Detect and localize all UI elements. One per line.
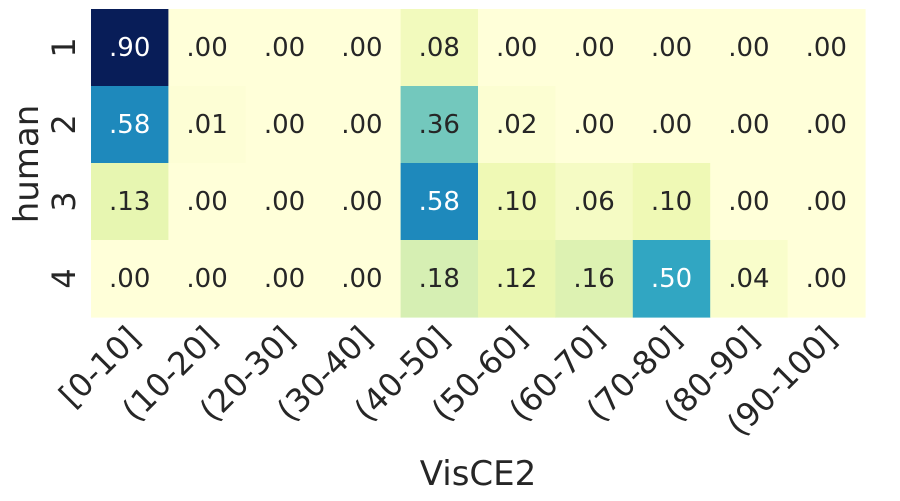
heatmap-cell-label: .00 [728, 187, 769, 217]
heatmap-cell [478, 240, 556, 318]
heatmap-cell-label: .00 [264, 264, 305, 294]
y-tick-label: 4 [45, 268, 83, 288]
heatmap-cell-label: .12 [496, 264, 537, 294]
heatmap-cell [710, 240, 789, 318]
heatmap-cell [168, 9, 247, 87]
heatmap-cell-label: .16 [573, 264, 614, 294]
heatmap-cell-label: .00 [341, 264, 382, 294]
heatmap-cell-label: .06 [573, 187, 614, 217]
x-axis-label: VisCE2 [420, 454, 537, 494]
heatmap-cell [323, 240, 402, 318]
heatmap-cell [245, 9, 324, 87]
heatmap-cell-label: .00 [806, 110, 847, 140]
heatmap-cell [91, 9, 169, 87]
heatmap-cell [245, 86, 324, 164]
heatmap-cell [400, 240, 479, 318]
heatmap-cell-label: .18 [419, 264, 460, 294]
heatmap-cell [555, 240, 634, 318]
heatmap-cell [400, 9, 479, 87]
heatmap-cell-label: .90 [109, 33, 150, 63]
heatmap-cell [323, 163, 402, 241]
heatmap-cell [168, 86, 247, 164]
heatmap-cell-label: .00 [264, 33, 305, 63]
heatmap-cell [632, 86, 711, 164]
heatmap-cell-label: .00 [186, 264, 227, 294]
heatmap-cell [478, 9, 556, 87]
heatmap-cell [400, 86, 479, 164]
heatmap-cell [787, 240, 866, 318]
heatmap-cell [168, 240, 247, 318]
y-tick-label: 1 [45, 37, 83, 57]
heatmap-cell-label: .10 [496, 187, 537, 217]
heatmap-cell [91, 240, 169, 318]
x-tick-labels: [0-10](10-20](20-30](30-40](40-50](50-60… [51, 319, 843, 444]
heatmap-cell [323, 9, 402, 87]
heatmap-cell [91, 163, 169, 241]
heatmap-cell [710, 163, 789, 241]
heatmap-cell-label: .00 [651, 33, 692, 63]
heatmap-cell-label: .08 [419, 33, 460, 63]
heatmap-cell-label: .01 [186, 110, 227, 140]
y-tick-labels: 1 2 3 4 [45, 37, 83, 288]
heatmap-cell-label: .00 [496, 33, 537, 63]
heatmap-cell-label: .02 [496, 110, 537, 140]
heatmap-cell-label: .00 [728, 33, 769, 63]
heatmap-cell-label: .58 [419, 187, 460, 217]
heatmap-cell-label: .13 [109, 187, 150, 217]
heatmap-cell [632, 163, 711, 241]
heatmap-cell-label: .00 [186, 33, 227, 63]
y-tick-label: 2 [45, 114, 83, 134]
heatmap-cell [632, 240, 711, 318]
heatmap-cell [710, 9, 789, 87]
heatmap-cell-label: .00 [651, 110, 692, 140]
heatmap-cell-label: .58 [109, 110, 150, 140]
heatmap-cell-label: .00 [341, 187, 382, 217]
heatmap-cell-label: .00 [806, 187, 847, 217]
heatmap-cell [245, 163, 324, 241]
heatmap-cell [555, 163, 634, 241]
heatmap-cell [555, 86, 634, 164]
heatmap-cell [632, 9, 711, 87]
heatmap-cell-label: .00 [573, 110, 614, 140]
heatmap-cell [400, 163, 479, 241]
heatmap-cell-label: .00 [264, 187, 305, 217]
heatmap-cell-label: .00 [109, 264, 150, 294]
heatmap-cell-label: .50 [651, 264, 692, 294]
heatmap-cell [710, 86, 789, 164]
heatmap-cell-label: .00 [806, 33, 847, 63]
heatmap-cell [168, 163, 247, 241]
y-axis-label: human [7, 105, 47, 224]
heatmap-cell-label: .00 [186, 187, 227, 217]
heatmap-cell-label: .00 [264, 110, 305, 140]
heatmap-cell-label: .00 [341, 33, 382, 63]
heatmap-cell-label: .00 [806, 264, 847, 294]
heatmap-cell [245, 240, 324, 318]
heatmap-cell-label: .00 [341, 110, 382, 140]
heatmap-cell [478, 86, 556, 164]
heatmap-cell-label: .36 [419, 110, 460, 140]
heatmap-cell [478, 163, 556, 241]
heatmap-cell-label: .10 [651, 187, 692, 217]
y-tick-label: 3 [45, 191, 83, 211]
heatmap-cell-label: .04 [728, 264, 769, 294]
heatmap-cell [787, 86, 866, 164]
heatmap-cell [323, 86, 402, 164]
heatmap-cell [555, 9, 634, 87]
heatmap-cell [787, 163, 866, 241]
heatmap-cell-label: .00 [573, 33, 614, 63]
heatmap-cell [787, 9, 866, 87]
heatmap-cell-labels: .90 .00 .00 .00 .08 .00 .00 .00 .00 .00 .58 .01 .00.… [109, 33, 847, 294]
heatmap-cells [91, 9, 866, 318]
heatmap-cell [91, 86, 169, 164]
heatmap-cell-label: .00 [728, 110, 769, 140]
